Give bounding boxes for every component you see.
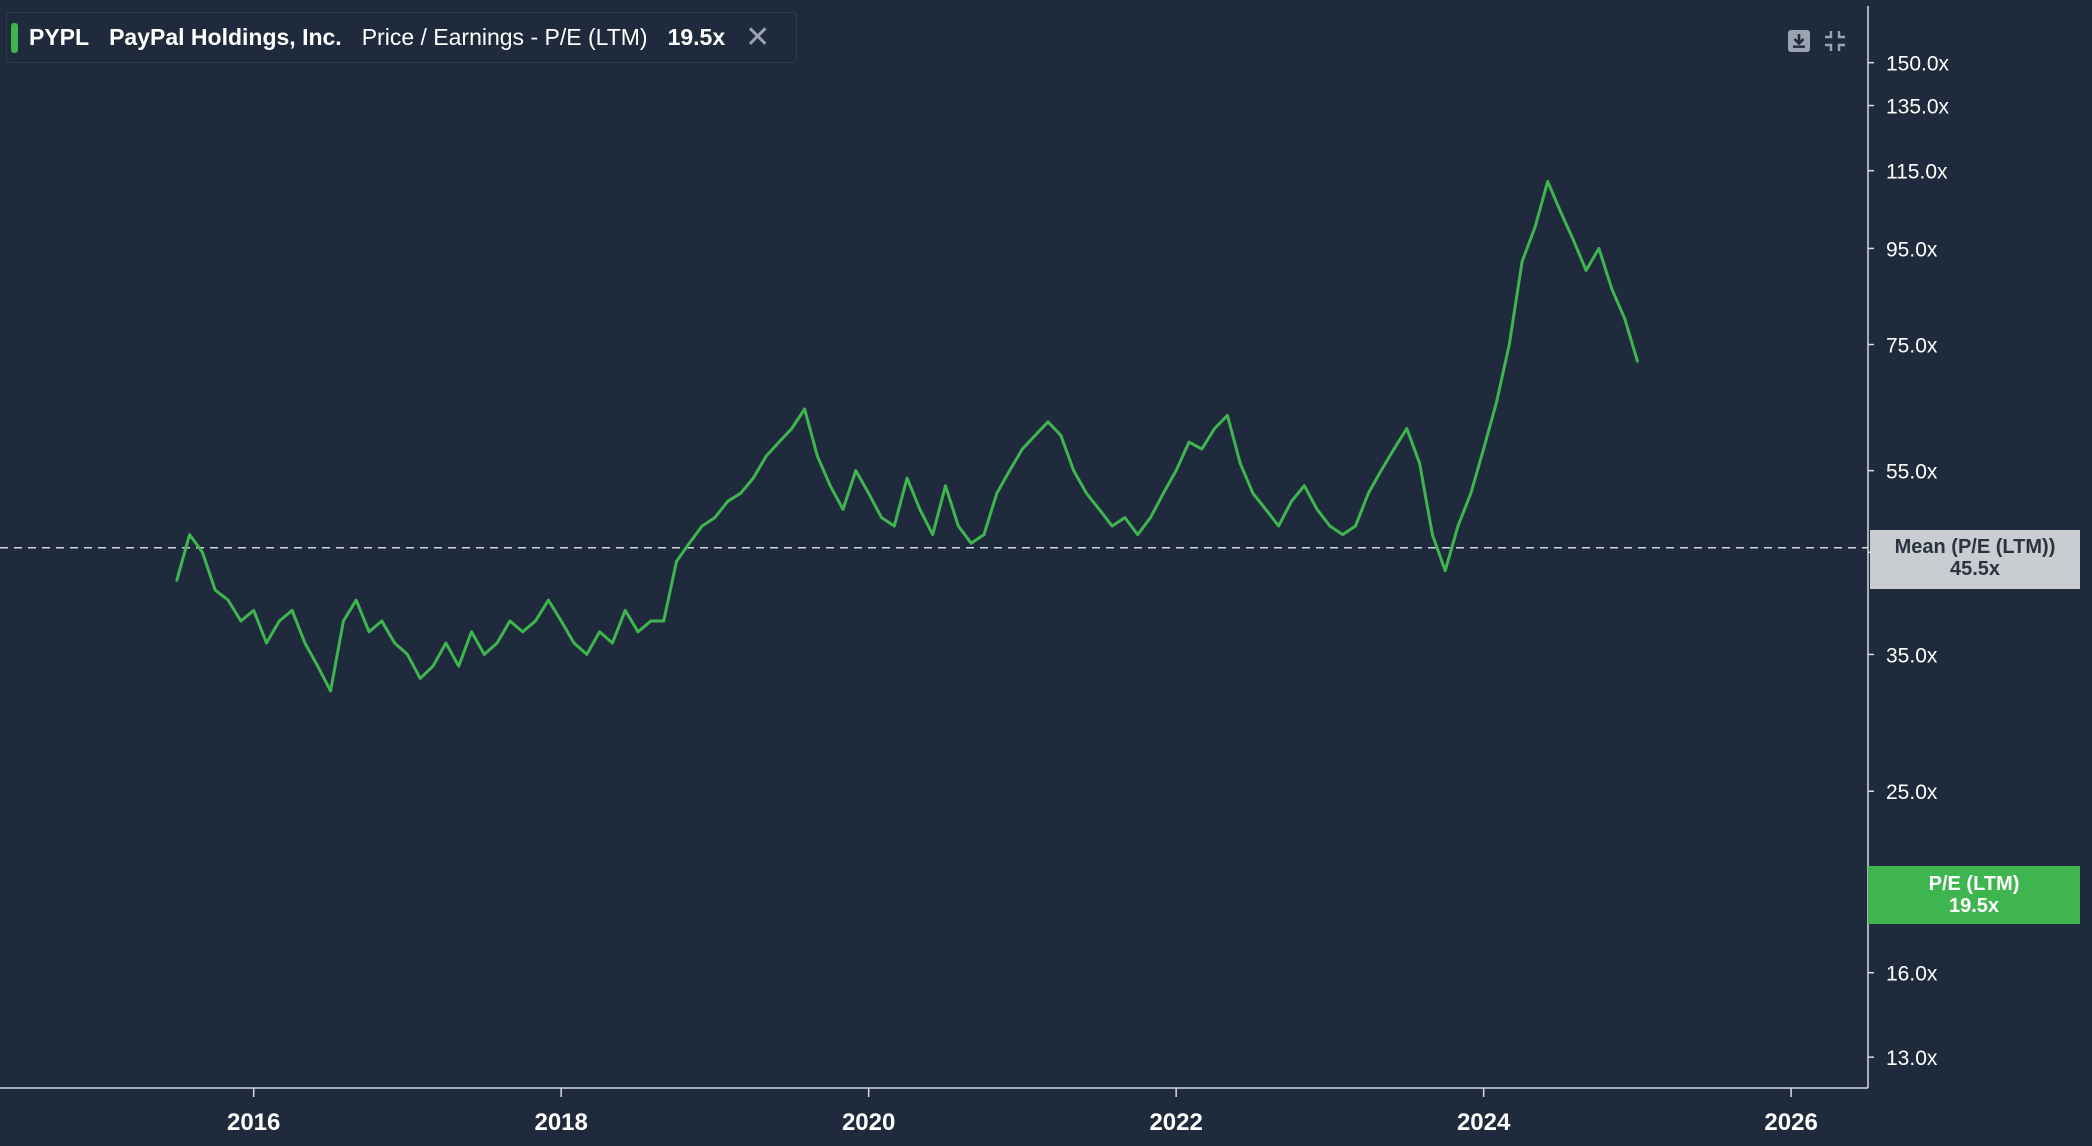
close-icon[interactable]: ✕ (745, 20, 771, 54)
y-tick-label: 35.0x (1886, 644, 1938, 667)
current-label-title: P/E (LTM) (1928, 873, 2020, 895)
collapse-icon[interactable] (1822, 28, 1848, 54)
y-tick-label: 115.0x (1886, 161, 1948, 184)
y-tick-label: 95.0x (1886, 238, 1938, 261)
metric-name: Price / Earnings - P/E (LTM) (361, 24, 648, 50)
series-header: PYPL PayPal Holdings, Inc. Price / Earni… (6, 12, 798, 63)
x-tick-label: 2020 (842, 1109, 895, 1136)
x-tick-label: 2018 (534, 1109, 587, 1136)
y-tick-label: 55.0x (1886, 461, 1938, 484)
y-tick-label: 135.0x (1886, 96, 1950, 119)
series-color-swatch (11, 23, 18, 53)
mean-label-value: 45.5x (1949, 558, 2001, 580)
current-value-label: P/E (LTM) 19.5x (1868, 866, 2080, 924)
x-tick-label: 2024 (1457, 1109, 1511, 1136)
series-line (175, 180, 1639, 693)
y-tick-label: 25.0x (1886, 781, 1938, 804)
company-name: PayPal Holdings, Inc. (109, 24, 342, 50)
x-tick-label: 2026 (1764, 1109, 1817, 1136)
y-tick-label: 16.0x (1886, 963, 1938, 986)
ticker-label: PYPL (29, 24, 90, 50)
y-tick-label: 13.0x (1886, 1047, 1938, 1070)
download-icon[interactable] (1786, 28, 1812, 54)
mean-label-title: Mean (P/E (LTM)) (1894, 536, 2056, 558)
axes-layer: 2016 2018 2020 2022 2024 2026 150.0x 135.0x 115.… (0, 6, 1950, 1136)
x-tick-label: 2016 (227, 1109, 280, 1136)
x-tick-label: 2022 (1149, 1109, 1202, 1136)
metric-value: 19.5x (667, 24, 726, 50)
y-tick-label: 75.0x (1886, 335, 1938, 358)
y-tick-label: 150.0x (1886, 53, 1950, 76)
mean-label: Mean (P/E (LTM)) 45.5x (1870, 530, 2080, 589)
current-label-value: 19.5x (1948, 895, 2000, 917)
series-layer (175, 180, 1639, 693)
